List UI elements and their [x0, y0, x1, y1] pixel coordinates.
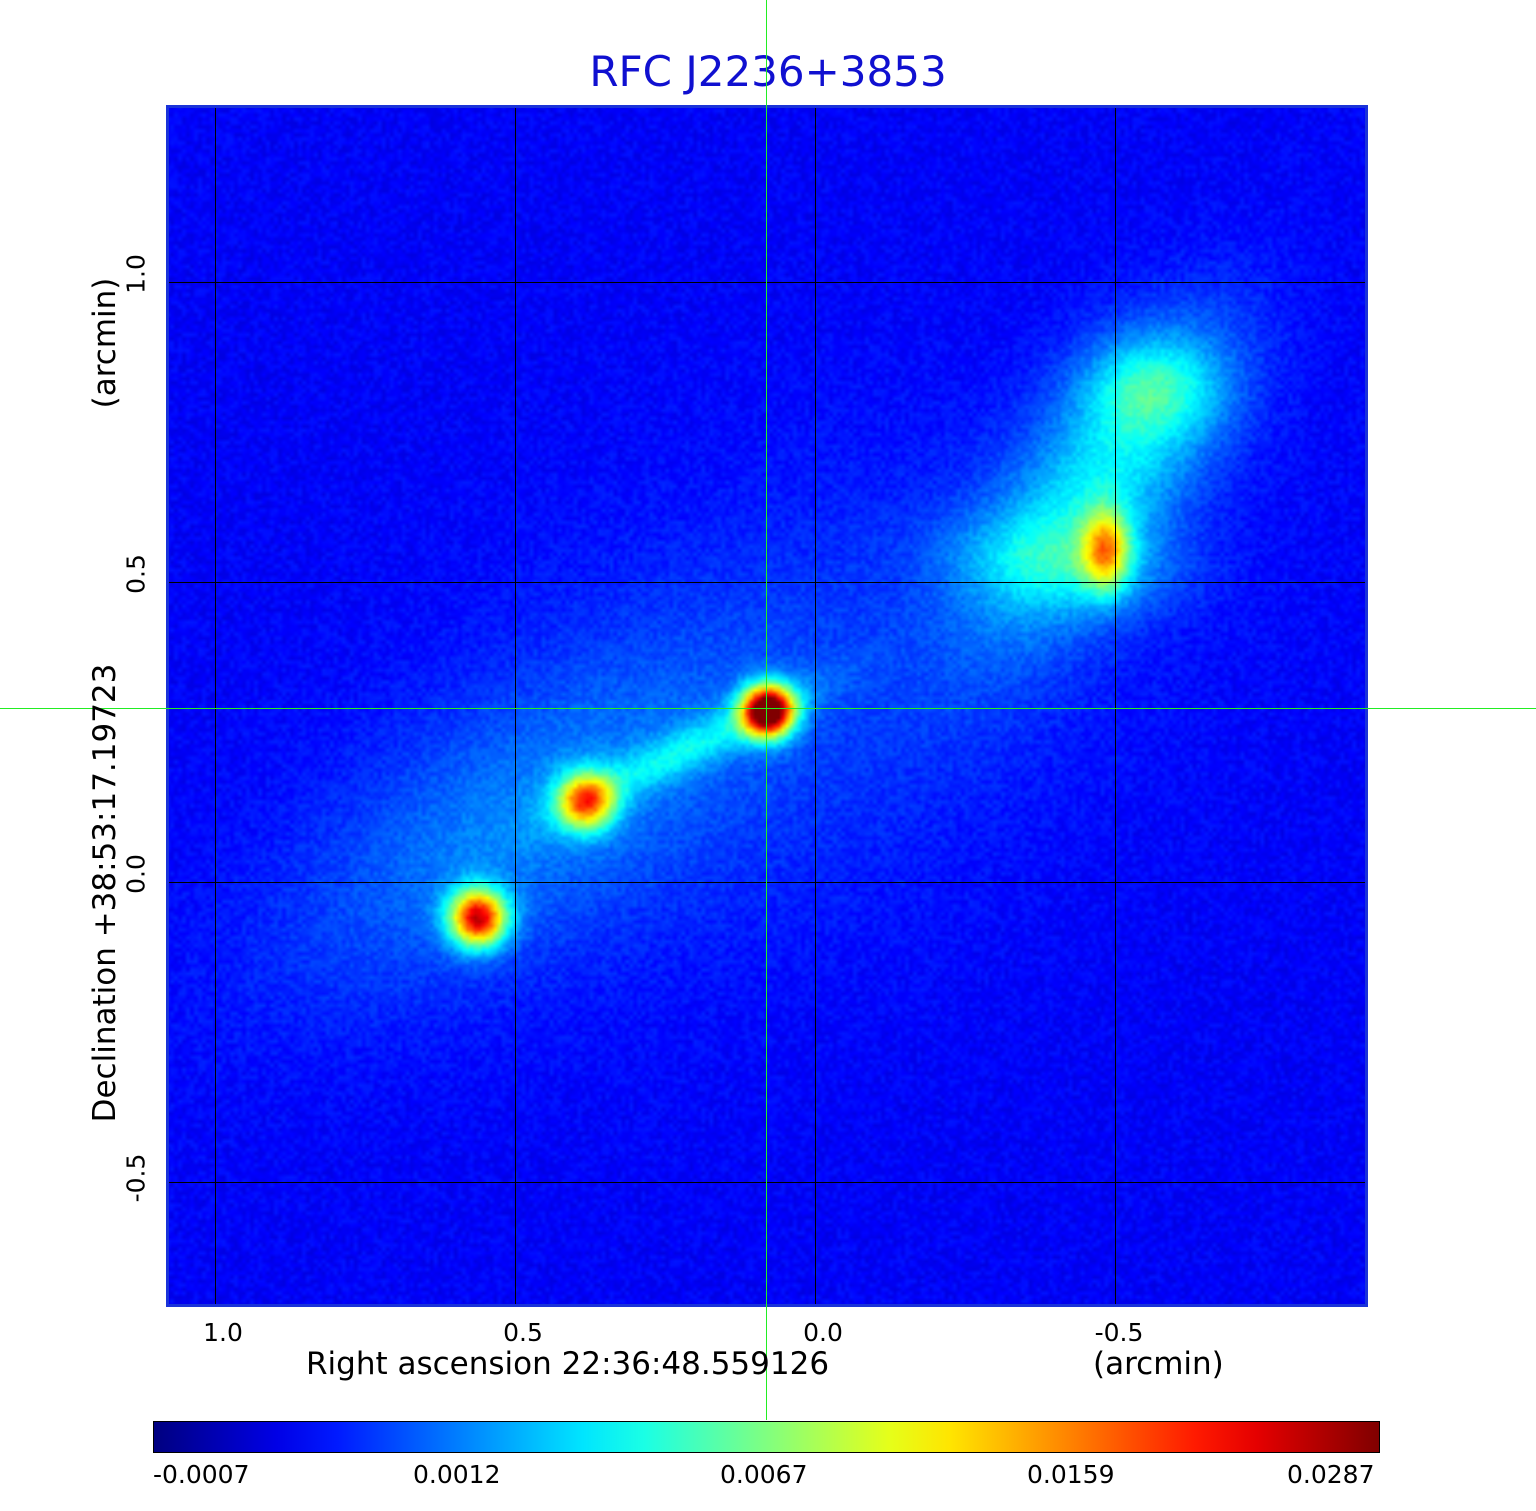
radio-image — [166, 105, 1368, 1307]
y-axis-unit: (arcmin) — [87, 277, 123, 409]
x-axis-unit: (arcmin) — [1093, 1346, 1224, 1382]
y-tick-label: 0.0 — [121, 854, 151, 894]
colorbar-tick-label: 0.0012 — [413, 1460, 501, 1489]
y-axis-label: Declination +38:53:17.19723 — [87, 663, 123, 1123]
y-tick-label: -0.5 — [121, 1153, 151, 1203]
grid-line-ra-0.0 — [815, 105, 816, 1307]
x-tick-label: 0.5 — [503, 1318, 543, 1347]
colorbar-tick-label: 0.0287 — [1287, 1460, 1375, 1489]
intensity-map — [166, 105, 1368, 1307]
y-tick-label: 0.5 — [121, 554, 151, 594]
grid-line-ra--0.5 — [1115, 105, 1116, 1307]
grid-line-ra-1.0 — [215, 105, 216, 1307]
x-tick-label: -0.5 — [1094, 1318, 1144, 1347]
plot-title: RFC J2236+3853 — [589, 47, 947, 96]
grid-line-dec--0.5 — [166, 1182, 1368, 1183]
colorbar-tick-label: -0.0007 — [153, 1460, 250, 1489]
y-tick-label: 1.0 — [121, 254, 151, 294]
grid-line-dec-0.0 — [166, 882, 1368, 883]
crosshair-vertical — [766, 0, 767, 1420]
x-tick-label: 1.0 — [203, 1318, 243, 1347]
crosshair-horizontal — [0, 708, 1536, 709]
x-tick-label: 0.0 — [803, 1318, 843, 1347]
grid-line-ra-0.5 — [515, 105, 516, 1307]
x-axis-label: Right ascension 22:36:48.559126 — [306, 1346, 830, 1382]
colorbar-tick-label: 0.0067 — [720, 1460, 808, 1489]
colorbar-tick-label: 0.0159 — [1027, 1460, 1115, 1489]
grid-line-dec-0.5 — [166, 582, 1368, 583]
grid-line-dec-1.0 — [166, 282, 1368, 283]
colorbar — [153, 1421, 1380, 1453]
